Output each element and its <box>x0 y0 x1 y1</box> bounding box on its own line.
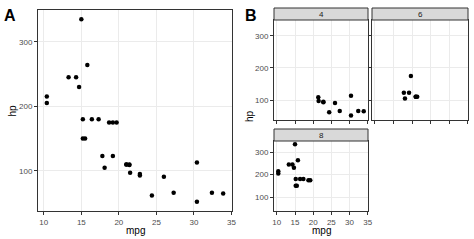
svg-text:20: 20 <box>114 218 123 227</box>
svg-text:300: 300 <box>19 38 33 47</box>
svg-text:15: 15 <box>291 218 300 227</box>
svg-text:30: 30 <box>189 218 198 227</box>
svg-text:35: 35 <box>227 218 236 227</box>
svg-text:A: A <box>4 7 16 24</box>
svg-text:10: 10 <box>39 218 48 227</box>
svg-text:200: 200 <box>255 170 269 179</box>
svg-text:10: 10 <box>272 218 281 227</box>
svg-text:100: 100 <box>19 167 33 176</box>
svg-text:200: 200 <box>255 64 269 73</box>
svg-text:300: 300 <box>255 32 269 41</box>
svg-text:6: 6 <box>418 10 423 19</box>
svg-text:B: B <box>245 7 257 24</box>
svg-text:25: 25 <box>327 218 336 227</box>
svg-text:30: 30 <box>345 218 354 227</box>
svg-text:25: 25 <box>152 218 161 227</box>
svg-text:20: 20 <box>309 218 318 227</box>
svg-text:35: 35 <box>363 218 372 227</box>
svg-text:8: 8 <box>319 131 324 140</box>
svg-text:hp: hp <box>7 105 18 117</box>
svg-text:4: 4 <box>319 10 324 19</box>
svg-text:300: 300 <box>255 148 269 157</box>
svg-text:100: 100 <box>255 193 269 202</box>
svg-text:mpg: mpg <box>126 225 145 236</box>
svg-text:15: 15 <box>77 218 86 227</box>
svg-text:100: 100 <box>255 96 269 105</box>
svg-text:mpg: mpg <box>312 225 331 236</box>
svg-text:hp: hp <box>244 110 255 122</box>
svg-text:200: 200 <box>19 102 33 111</box>
